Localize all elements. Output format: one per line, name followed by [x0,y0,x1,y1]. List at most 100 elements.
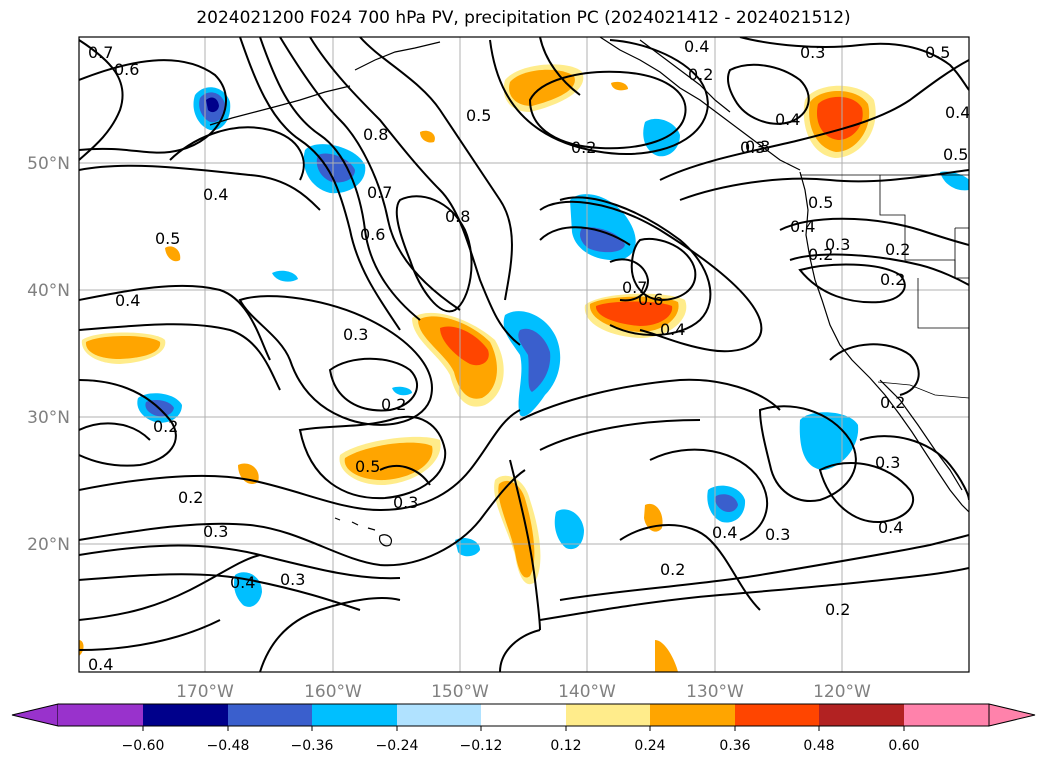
contour-label: 0.3 [740,138,765,157]
lon-label: 160°W [304,682,362,702]
colorbar-tick-label: −0.60 [122,738,165,754]
contour-label: 0.2 [381,395,406,414]
colorbar-bin [397,704,481,726]
colorbar-bin [566,704,650,726]
map-plot-area: 0.7 0.6 0.4 0.5 0.4 0.3 0.2 0.2 0.3 0.3 … [79,37,969,674]
contour-label: 0.2 [880,270,905,289]
colorbar-tick-label: −0.36 [291,738,334,754]
colorbar-bin [58,704,143,726]
colorbar-tick-label: 0.48 [803,738,834,754]
precip-positive-area [498,480,535,578]
precip-positive-area [655,640,678,672]
contour-label: 0.2 [688,65,713,84]
colorbar-tick-label: 0.12 [550,738,581,754]
contour-label: 0.4 [790,217,815,236]
lat-label: 20°N [27,535,70,555]
contour-label: 0.2 [153,417,178,436]
contour-label: 0.4 [878,518,903,537]
precip-negative-area [206,97,219,113]
coastlines [209,37,969,547]
lon-label: 170°W [176,682,234,702]
contour-label: 0.4 [230,573,255,592]
lat-label: 50°N [27,154,70,174]
colorbar-bin [481,704,566,726]
precip-negative-area [554,509,584,550]
contour-label: 0.5 [155,229,180,248]
colorbar-ticks [142,726,905,731]
colorbar-bin [650,704,735,726]
contour-label: 0.2 [808,245,833,264]
colorbar-bin [143,704,228,726]
contour-label: 0.3 [825,235,850,254]
contour-label: 0.3 [745,137,770,156]
contour-label: 0.3 [800,43,825,62]
contour-label: 0.3 [343,325,368,344]
contour-label: 0.7 [622,278,647,297]
latitude-labels: 50°N 40°N 30°N 20°N [27,154,70,555]
precip-negative-area [316,153,355,183]
contour-label: 0.3 [765,525,790,544]
colorbar-extend-min [11,703,59,727]
precip-positive-area [816,96,863,140]
map-frame [78,36,970,673]
precip-positive-area [165,246,181,262]
longitude-labels: 170°W 160°W 150°W 140°W 130°W 120°W [176,682,871,702]
precip-positive-area [611,81,628,91]
colorbar-tick-label: −0.12 [460,738,503,754]
contour-label: 0.4 [684,37,709,56]
contour-label: 0.3 [393,493,418,512]
colorbar-tick-label: 0.36 [719,738,750,754]
contour-label: 0.4 [88,655,113,674]
colorbar-tick-label: 0.24 [634,738,665,754]
contour-label: 0.2 [660,560,685,579]
contour-label: 0.5 [808,193,833,212]
colorbar-bin [228,704,312,726]
contour-label: 0.6 [114,60,139,79]
contour-label: 0.8 [363,125,388,144]
contour-label: 0.5 [943,145,968,164]
lat-label: 40°N [27,281,70,301]
graticule [79,37,969,672]
precip-positive-area [85,336,161,359]
colorbar-bin [735,704,819,726]
contour-label: 0.4 [775,110,800,129]
contour-label: 0.4 [203,185,228,204]
precip-negative-area [580,227,625,253]
precip-negative-area [455,538,480,557]
precip-positive-area [418,316,497,399]
colorbar-tick-label: −0.48 [207,738,250,754]
contour-label: 0.3 [203,522,228,541]
precip-positive-area [595,301,673,326]
colorbar-extend-max [988,703,1036,727]
contour-label: 0.7 [367,183,392,202]
lat-label: 30°N [27,408,70,428]
contour-label: 0.2 [885,240,910,259]
contour-label: 0.5 [466,106,491,125]
colorbar: −0.60 −0.48 −0.36 −0.24 −0.12 0.12 0.24 … [11,703,1036,754]
colorbar-bin [312,704,397,726]
contour-label: 0.4 [115,291,140,310]
lon-label: 130°W [686,682,744,702]
contour-label: 0.5 [925,43,950,62]
colorbar-outline [58,703,989,727]
contour-label: 0.4 [660,320,685,339]
lon-label: 140°W [558,682,616,702]
colorbar-bin [904,704,989,726]
colorbar-tick-label: 0.60 [888,738,919,754]
precip-negative-area [272,270,298,282]
precip-negative-area [799,412,859,470]
precip-positive-area [344,442,433,481]
contour-label: 0.4 [712,523,737,542]
contour-label: 0.2 [880,393,905,412]
colorbar-bin [819,704,904,726]
precip-negative-area [940,171,969,191]
contour-label: 0.3 [280,570,305,589]
colorbar-tick-label: −0.24 [376,738,419,754]
contour-label: 0.7 [88,43,113,62]
precip-positive-area [79,640,84,656]
pv-contours [79,37,969,672]
precip-negative-area [392,386,412,396]
contour-label: 0.5 [355,457,380,476]
contour-label: 0.2 [178,488,203,507]
